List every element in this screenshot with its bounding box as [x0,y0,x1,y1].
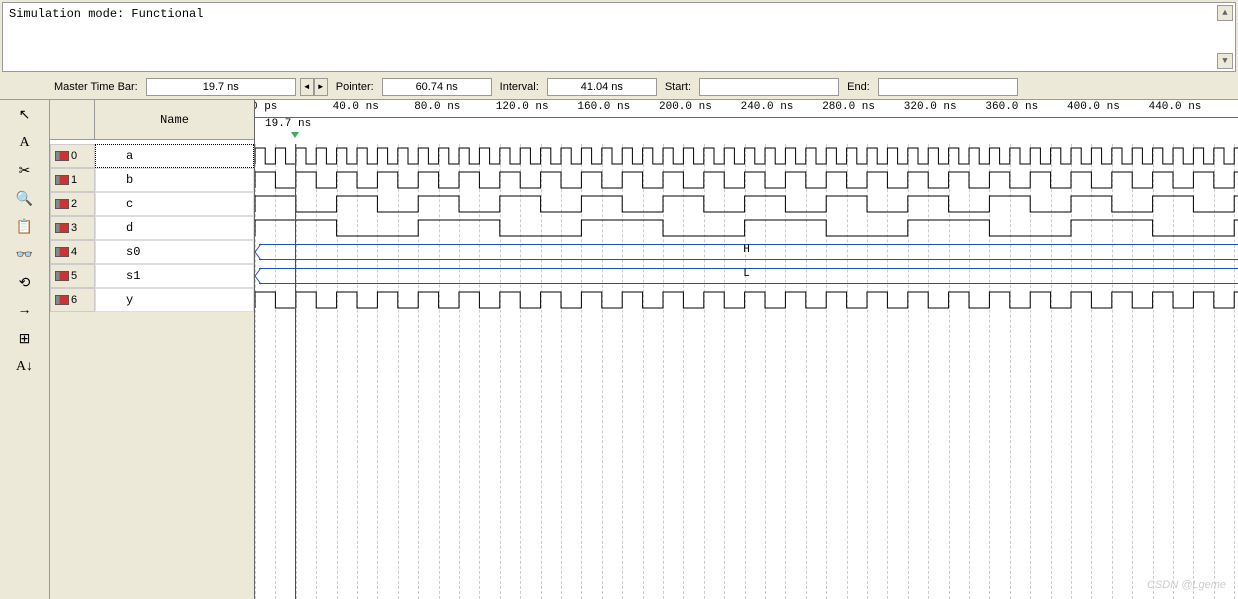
wave-row-s0[interactable]: H [255,240,1238,264]
interval-value: 41.04 ns [547,78,657,96]
pin-icon [55,199,69,209]
wave-row-s1[interactable]: L [255,264,1238,288]
ruler-tick-label: 280.0 ns [822,101,875,113]
tool-button-7[interactable]: → [14,300,36,322]
tool-button-3[interactable]: 🔍 [14,188,36,210]
time-stepper: ◄ ► [300,78,328,96]
tool-button-5[interactable]: 👓 [14,244,36,266]
pin-icon [55,175,69,185]
step-right-button[interactable]: ► [314,78,328,96]
wave-row-b[interactable] [255,168,1238,192]
ruler-tick-label: 200.0 ns [659,101,712,113]
ruler-tick-label: 400.0 ns [1067,101,1120,113]
cursor-line[interactable] [295,144,296,599]
signal-list-panel: Name 0a1b2c3d4s05s16y [50,100,255,599]
pointer-value: 60.74 ns [382,78,492,96]
signal-row[interactable]: 3d [50,216,254,240]
wave-row-c[interactable] [255,192,1238,216]
start-label: Start: [661,81,695,93]
signal-index-num: 0 [71,150,77,162]
signal-name[interactable]: y [95,288,254,312]
signal-index[interactable]: 3 [50,216,95,240]
pin-icon [55,223,69,233]
signal-index-num: 2 [71,198,77,210]
signal-index[interactable]: 0 [50,144,95,168]
pin-icon [55,247,69,257]
wave-area[interactable]: HL [255,144,1238,599]
time-info-bar: Master Time Bar: 19.7 ns ◄ ► Pointer: 60… [0,74,1238,100]
ruler-tick-label: 240.0 ns [741,101,794,113]
signal-name[interactable]: s0 [95,240,254,264]
tool-button-8[interactable]: ⊞ [14,328,36,350]
signal-index-num: 6 [71,294,77,306]
watermark-text: CSDN @Lgeme [1147,579,1226,591]
message-panel: Simulation mode: Functional ▲ ▼ [2,2,1236,72]
tool-button-9[interactable]: A↓ [14,356,36,378]
left-toolbar: ↖ A ✂ 🔍 📋 👓 ⟲ → ⊞ A↓ [0,100,50,599]
interval-label: Interval: [496,81,543,93]
tool-button-0[interactable]: ↖ [14,104,36,126]
ruler-tick-label: 80.0 ns [414,101,460,113]
signal-index[interactable]: 6 [50,288,95,312]
start-value[interactable] [699,78,839,96]
tool-button-4[interactable]: 📋 [14,216,36,238]
ruler-tick-label: 440.0 ns [1149,101,1202,113]
index-header [50,100,95,139]
signal-index[interactable]: 2 [50,192,95,216]
ruler-tick-label: 40.0 ns [333,101,379,113]
signal-index-num: 5 [71,270,77,282]
signal-name[interactable]: d [95,216,254,240]
ruler-tick-label: 160.0 ns [577,101,630,113]
bus-value-label: H [255,244,1238,256]
tool-button-1[interactable]: A [14,132,36,154]
signal-row[interactable]: 1b [50,168,254,192]
message-scroll: ▲ ▼ [1217,5,1233,69]
signal-index-num: 1 [71,174,77,186]
pin-icon [55,271,69,281]
scroll-up-icon[interactable]: ▲ [1217,5,1233,21]
signal-name[interactable]: s1 [95,264,254,288]
step-left-button[interactable]: ◄ [300,78,314,96]
tool-button-6[interactable]: ⟲ [14,272,36,294]
signal-row[interactable]: 4 s0 [50,240,254,264]
wave-row-a[interactable] [255,144,1238,168]
simulation-mode-text: Simulation mode: Functional [9,7,203,21]
signal-header: Name [50,100,254,140]
signal-index[interactable]: 1 [50,168,95,192]
pin-icon [55,295,69,305]
ruler-tick-label: 120.0 ns [496,101,549,113]
signal-name[interactable]: c [95,192,254,216]
pin-icon [55,151,69,161]
signal-index-num: 4 [71,246,77,258]
end-label: End: [843,81,874,93]
pointer-label: Pointer: [332,81,378,93]
tool-button-2[interactable]: ✂ [14,160,36,182]
signal-rows: 0a1b2c3d4s05s16y [50,140,254,599]
wave-row-y[interactable] [255,288,1238,312]
cursor-marker-icon[interactable] [291,132,299,140]
ruler-tick-label: 0 ps [255,101,277,113]
end-value[interactable] [878,78,1018,96]
master-time-label: Master Time Bar: [50,81,142,93]
main-area: ↖A✂🔍📋👓⟲→⊞A↓ Name 0a1b2c3d4s05s16y 0 ps40… [0,100,1238,599]
signal-row[interactable]: 2c [50,192,254,216]
bus-value-label: L [255,268,1238,280]
signal-index[interactable]: 4 [50,240,95,264]
scroll-down-icon[interactable]: ▼ [1217,53,1233,69]
signal-index[interactable]: 5 [50,264,95,288]
wave-row-d[interactable] [255,216,1238,240]
signal-name[interactable]: a [95,144,254,168]
signal-index-num: 3 [71,222,77,234]
signal-name[interactable]: b [95,168,254,192]
ruler-tick-label: 320.0 ns [904,101,957,113]
ruler-tick-label: 360.0 ns [985,101,1038,113]
time-ruler[interactable]: 0 ps 40.0 ns 80.0 ns 120.0 ns 160.0 ns 200.0 … [255,100,1238,118]
signal-row[interactable]: 0a [50,144,254,168]
name-header: Name [95,100,254,139]
cursor-time-label: 19.7 ns [265,118,311,130]
signal-row[interactable]: 6y [50,288,254,312]
waveform-panel[interactable]: 0 ps 40.0 ns 80.0 ns 120.0 ns 160.0 ns 200.0 … [255,100,1238,599]
master-time-value[interactable]: 19.7 ns [146,78,296,96]
signal-row[interactable]: 5 s1 [50,264,254,288]
